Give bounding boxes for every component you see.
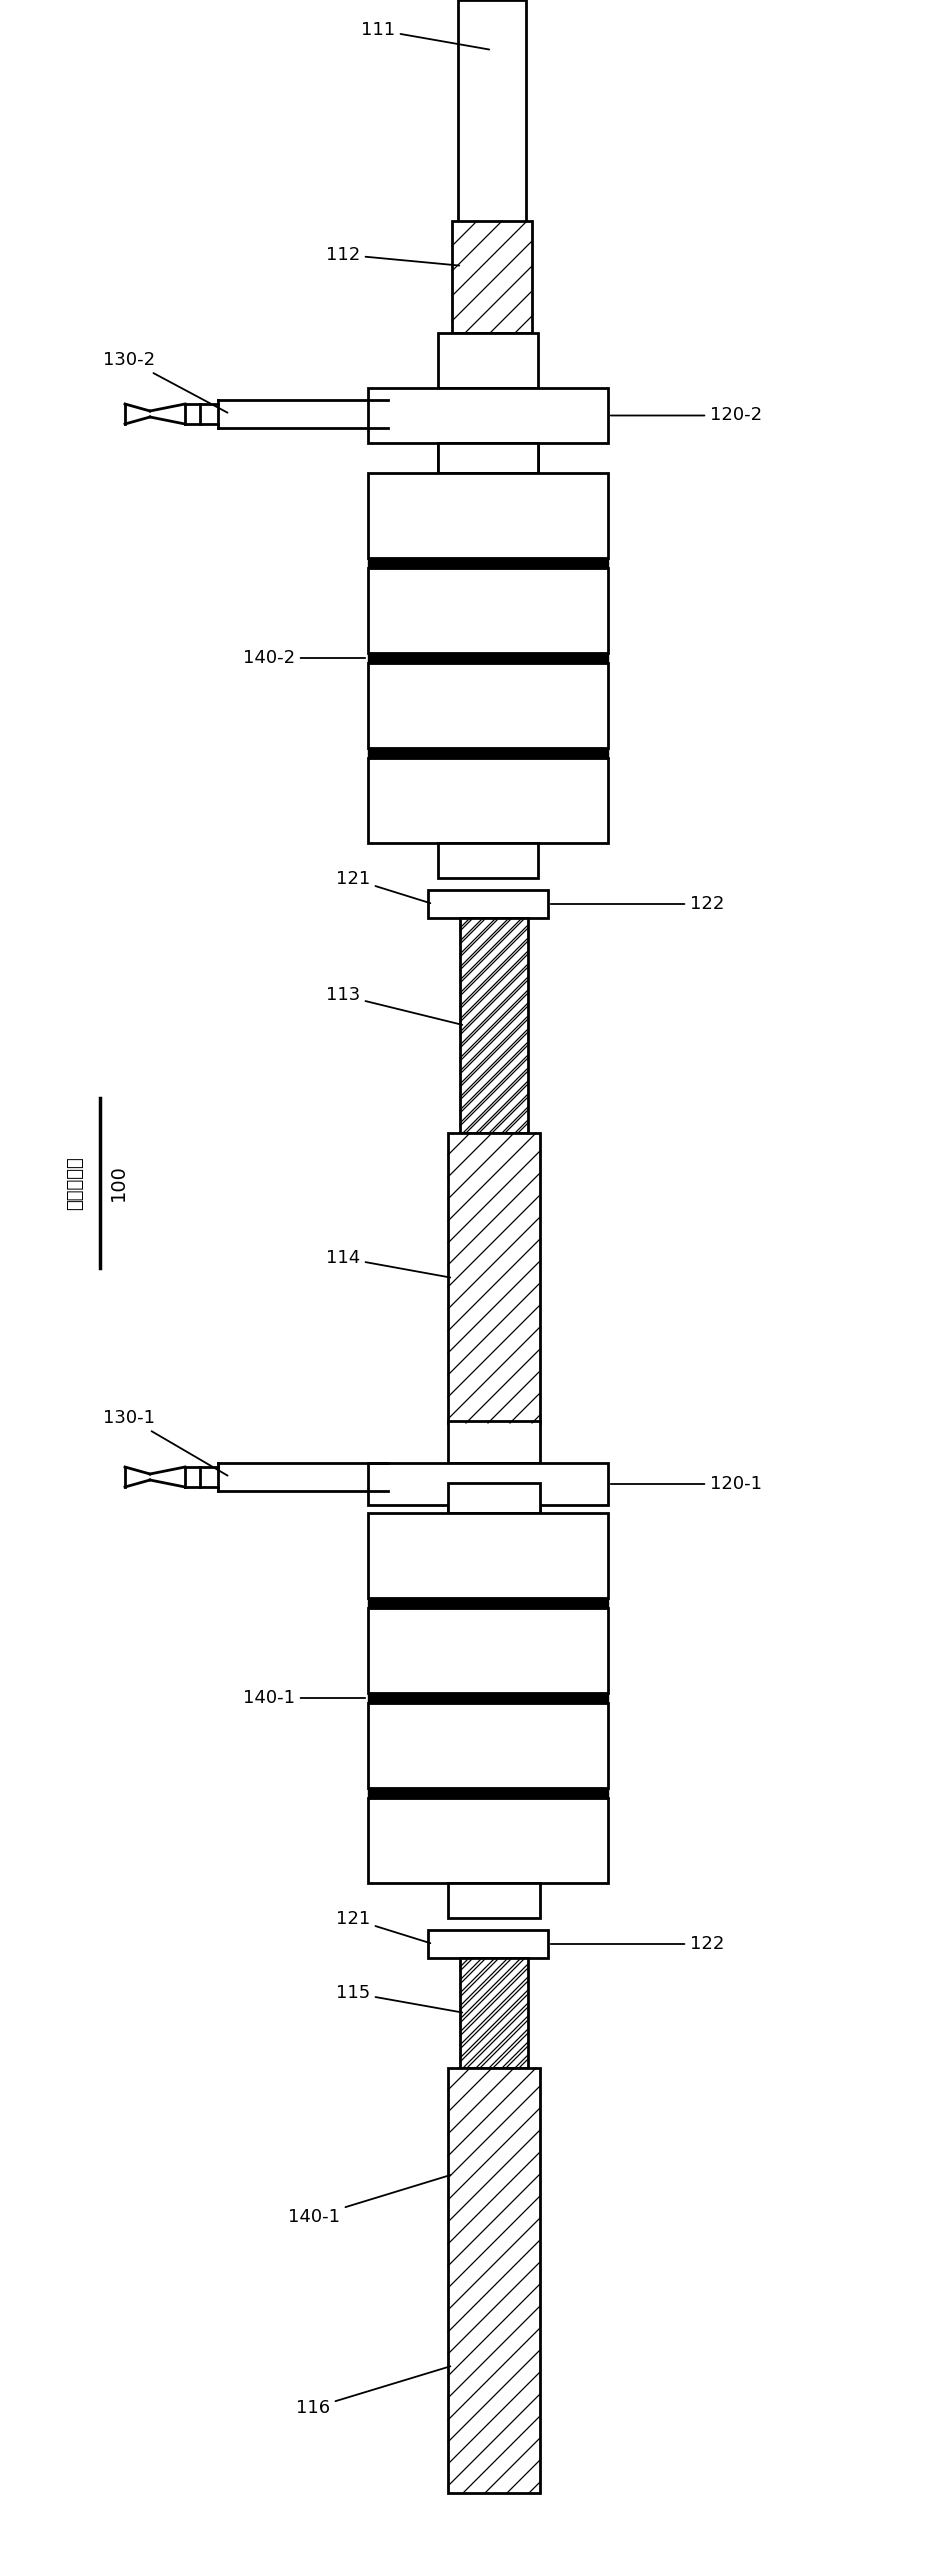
- Bar: [368, 759, 608, 843]
- Bar: [368, 1702, 608, 1789]
- Bar: [438, 333, 538, 387]
- Text: 116: 116: [295, 2366, 451, 2417]
- Bar: [460, 1958, 528, 2068]
- Text: 114: 114: [325, 1248, 451, 1276]
- Text: 115: 115: [336, 1984, 462, 2012]
- Text: 122: 122: [551, 894, 725, 912]
- Bar: [368, 387, 608, 443]
- Bar: [368, 1463, 608, 1504]
- Bar: [368, 569, 608, 654]
- Bar: [452, 220, 532, 333]
- Text: 140-1: 140-1: [288, 2176, 451, 2225]
- Bar: [458, 0, 526, 223]
- Bar: [368, 474, 608, 559]
- Bar: [448, 2068, 540, 2494]
- Text: 130-1: 130-1: [103, 1410, 227, 1476]
- Text: 130-2: 130-2: [103, 351, 227, 413]
- Bar: [438, 443, 538, 497]
- Text: 120-2: 120-2: [611, 408, 762, 425]
- Bar: [448, 1133, 540, 1422]
- Bar: [428, 1930, 548, 1958]
- Text: 末端结构体: 末端结构体: [66, 1156, 84, 1210]
- Bar: [368, 1512, 608, 1597]
- Bar: [448, 1484, 540, 1512]
- Text: 100: 100: [108, 1164, 127, 1202]
- Text: 113: 113: [325, 987, 462, 1025]
- Bar: [448, 1420, 540, 1463]
- Text: 140-1: 140-1: [243, 1689, 366, 1707]
- Text: 121: 121: [336, 869, 430, 902]
- Bar: [428, 889, 548, 918]
- Bar: [438, 443, 538, 474]
- Bar: [438, 843, 538, 879]
- Bar: [368, 1799, 608, 1884]
- Text: 121: 121: [336, 1909, 430, 1943]
- Bar: [448, 1504, 540, 1548]
- Bar: [460, 918, 528, 1133]
- Bar: [368, 1607, 608, 1694]
- Text: 112: 112: [325, 246, 459, 267]
- Bar: [448, 1884, 540, 1917]
- Text: 140-2: 140-2: [243, 648, 366, 666]
- Text: 111: 111: [361, 21, 489, 49]
- Text: 122: 122: [551, 1935, 725, 1953]
- Bar: [368, 664, 608, 748]
- Text: 120-1: 120-1: [611, 1474, 762, 1494]
